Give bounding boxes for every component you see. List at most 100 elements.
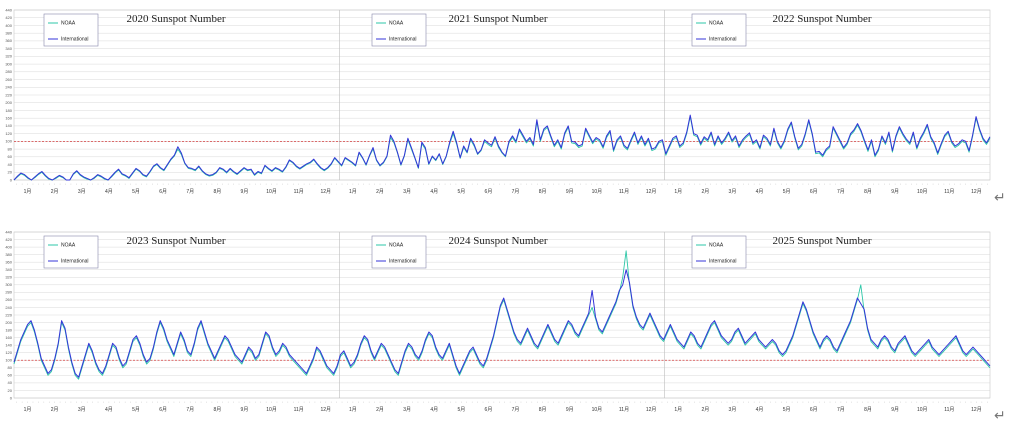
y-tick-label: 360	[5, 38, 12, 43]
y-tick-label: 420	[5, 15, 12, 20]
plot-frame	[13, 9, 991, 181]
series-line-noaa	[13, 250, 991, 380]
y-tick-label: 180	[5, 108, 12, 113]
month-label: 5月	[457, 189, 465, 195]
chart-2: 0 20 40 60 80 100 120 140 160 180 200 220 240 260 280 3…	[5, 229, 1005, 424]
y-tick-label: 240	[5, 85, 12, 90]
month-label: 10月	[266, 189, 277, 195]
chart-title: 2023 Sunspot Number	[127, 235, 226, 247]
month-label: 8月	[213, 189, 221, 195]
legend-box	[43, 13, 99, 47]
month-label: 4月	[430, 407, 438, 413]
month-label: 8月	[864, 189, 872, 195]
month-label: 2月	[701, 407, 709, 413]
month-label: 5月	[783, 407, 791, 413]
series-line-international	[13, 269, 991, 378]
month-label: 7月	[512, 189, 520, 195]
month-label: 8月	[213, 407, 221, 413]
month-label: 8月	[539, 407, 547, 413]
y-tick-label: 240	[5, 305, 12, 310]
legend-label-international: International	[709, 37, 737, 43]
month-label: 3月	[78, 407, 86, 413]
y-tick-label: 160	[5, 335, 12, 340]
month-label: 11月	[294, 189, 304, 195]
y-tick-label: 380	[5, 252, 12, 257]
month-label: 2月	[376, 407, 384, 413]
month-label: 5月	[132, 189, 140, 195]
month-label: 7月	[186, 189, 194, 195]
y-tick-label: 40	[8, 162, 13, 167]
y-tick-label: 300	[5, 282, 12, 287]
month-label: 6月	[810, 407, 818, 413]
month-label: 1月	[674, 189, 682, 195]
chart-title: 2021 Sunspot Number	[449, 13, 548, 25]
month-label: 5月	[783, 189, 791, 195]
y-tick-label: 120	[5, 350, 12, 355]
month-label: 8月	[864, 407, 872, 413]
month-label: 9月	[241, 189, 249, 195]
month-label: 1月	[349, 189, 357, 195]
y-tick-label: 320	[5, 275, 12, 280]
y-tick-label: 40	[8, 380, 13, 385]
month-label: 11月	[619, 189, 629, 195]
month-label: 10月	[917, 407, 928, 413]
legend-label-international: International	[389, 259, 417, 265]
month-label: 9月	[241, 407, 249, 413]
legend-label-international: International	[389, 37, 417, 43]
month-label: 12月	[646, 407, 657, 413]
y-tick-label: 60	[8, 373, 13, 378]
month-label: 1月	[24, 407, 32, 413]
y-tick-label: 340	[5, 267, 12, 272]
month-label: 6月	[485, 407, 493, 413]
month-label: 12月	[971, 189, 982, 195]
y-tick-label: 320	[5, 54, 12, 59]
month-label: 7月	[837, 189, 845, 195]
chart-title: 2025 Sunspot Number	[773, 235, 872, 247]
legend-box	[371, 235, 427, 269]
month-label: 12月	[971, 407, 982, 413]
legend-label-international: International	[709, 259, 737, 265]
y-tick-label: 180	[5, 327, 12, 332]
month-label: 1月	[349, 407, 357, 413]
month-label: 10月	[917, 189, 928, 195]
month-label: 4月	[105, 189, 113, 195]
y-tick-label: 440	[5, 229, 12, 234]
y-tick-label: 160	[5, 115, 12, 120]
month-label: 9月	[891, 189, 899, 195]
month-label: 12月	[320, 407, 331, 413]
y-tick-label: 0	[10, 395, 13, 400]
series-line-international	[13, 114, 991, 181]
y-tick-label: 80	[8, 146, 13, 151]
month-label: 4月	[756, 407, 764, 413]
month-label: 5月	[132, 407, 140, 413]
plot-frame	[13, 231, 991, 399]
return-mark: ↵	[994, 190, 1006, 206]
month-label: 6月	[810, 189, 818, 195]
legend-label-noaa: NOAA	[709, 21, 724, 27]
month-label: 2月	[51, 407, 59, 413]
y-tick-label: 200	[5, 100, 12, 105]
y-tick-label: 120	[5, 131, 12, 136]
legend-label-international: International	[61, 259, 89, 265]
y-tick-label: 100	[5, 139, 12, 144]
legend-label-noaa: NOAA	[389, 243, 404, 249]
chart-title: 2024 Sunspot Number	[449, 235, 548, 247]
y-tick-label: 440	[5, 7, 12, 12]
month-label: 3月	[729, 407, 737, 413]
y-tick-label: 380	[5, 30, 12, 35]
month-label: 3月	[729, 189, 737, 195]
month-label: 7月	[186, 407, 194, 413]
y-tick-label: 140	[5, 123, 12, 128]
legend-label-noaa: NOAA	[61, 243, 76, 249]
month-label: 4月	[430, 189, 438, 195]
y-tick-label: 80	[8, 365, 13, 370]
y-tick-label: 300	[5, 61, 12, 66]
y-tick-label: 20	[8, 170, 13, 175]
return-mark: ↵	[994, 408, 1006, 424]
month-label: 2月	[51, 189, 59, 195]
chart-1: 0 20 40 60 80 100 120 140 160 180 200 220 240 260 280 3…	[5, 7, 1005, 206]
month-label: 10月	[266, 407, 277, 413]
y-tick-label: 100	[5, 358, 12, 363]
y-tick-label: 60	[8, 154, 13, 159]
